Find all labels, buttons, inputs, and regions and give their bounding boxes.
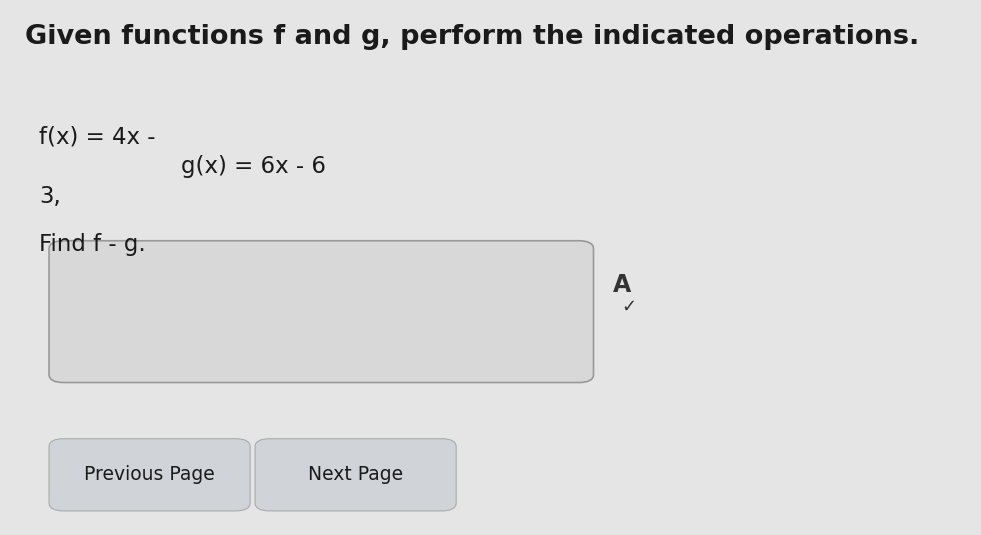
FancyBboxPatch shape — [49, 439, 250, 511]
Text: Previous Page: Previous Page — [84, 465, 215, 484]
Text: Next Page: Next Page — [308, 465, 403, 484]
Text: Find f - g.: Find f - g. — [39, 233, 146, 256]
Text: f(x) = 4x -: f(x) = 4x - — [39, 126, 156, 149]
Text: g(x) = 6x - 6: g(x) = 6x - 6 — [181, 155, 327, 178]
Text: Given functions f and g, perform the indicated operations.: Given functions f and g, perform the ind… — [25, 24, 919, 50]
Text: 3,: 3, — [39, 185, 61, 208]
FancyBboxPatch shape — [255, 439, 456, 511]
FancyBboxPatch shape — [49, 241, 594, 383]
Text: ✓: ✓ — [621, 297, 636, 316]
Text: A: A — [613, 273, 632, 297]
